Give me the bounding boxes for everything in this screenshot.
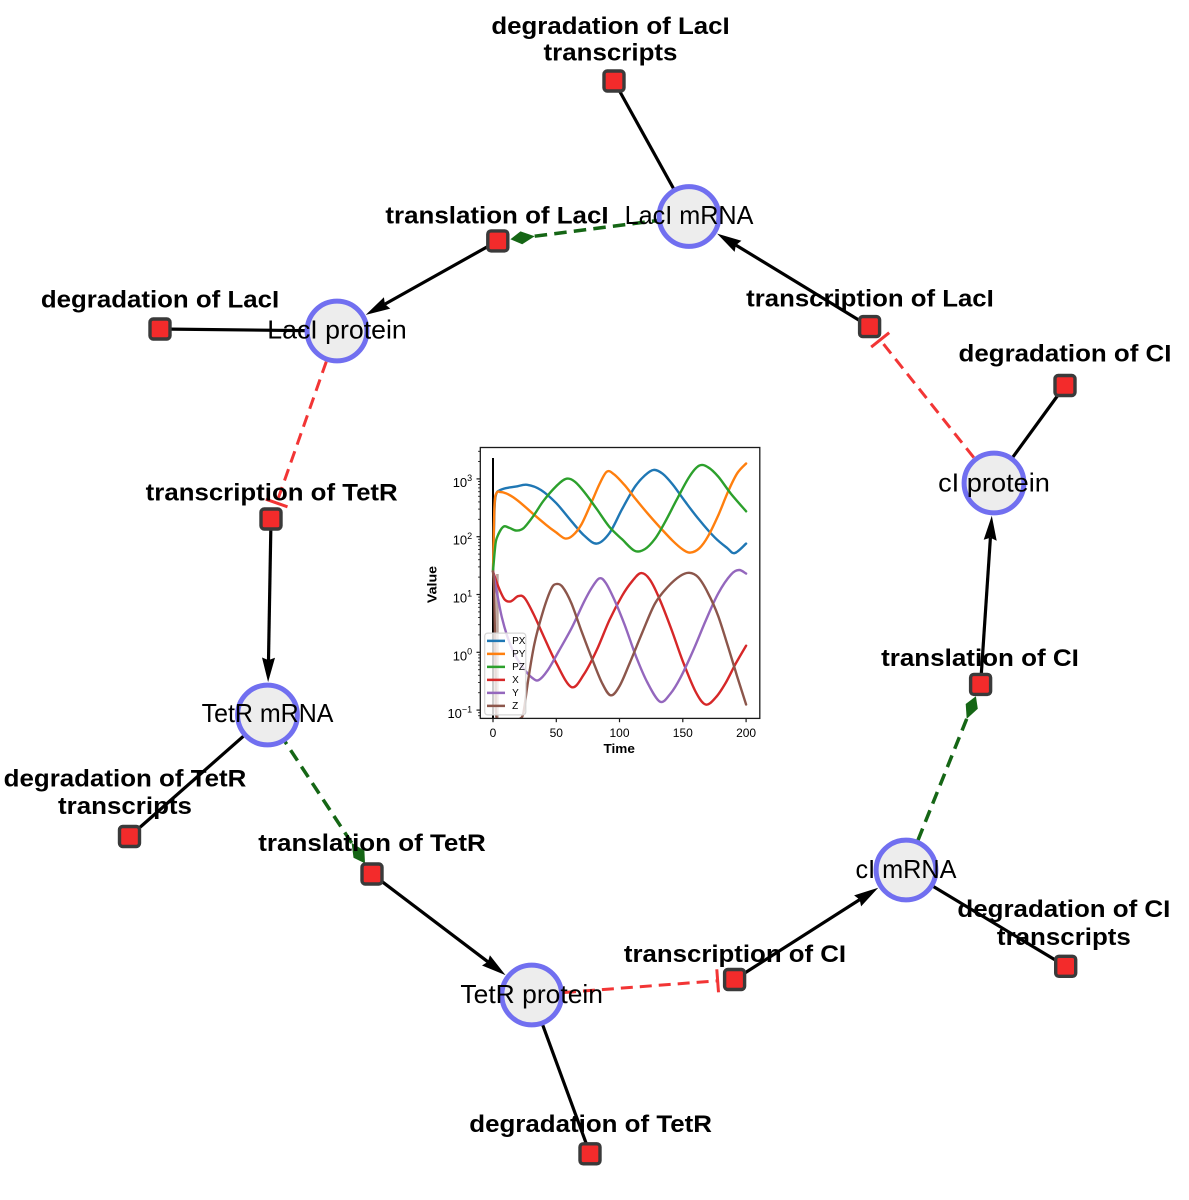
svg-text:10−1: 10−1 [447,704,472,721]
svg-text:200: 200 [736,726,756,740]
svg-text:Y: Y [512,688,519,699]
svg-text:transcripts: transcripts [58,794,192,820]
svg-text:TetR mRNA: TetR mRNA [202,700,335,728]
svg-text:translation of CI: translation of CI [881,646,1079,672]
svg-text:transcription of CI: transcription of CI [624,942,846,968]
svg-text:degradation of TetR: degradation of TetR [4,767,247,793]
svg-text:degradation of LacI: degradation of LacI [41,287,279,313]
svg-text:translation of LacI: translation of LacI [385,204,608,230]
svg-text:translation of TetR: translation of TetR [258,831,486,857]
svg-text:X: X [512,675,519,686]
svg-text:transcripts: transcripts [997,925,1131,951]
svg-text:degradation of LacI: degradation of LacI [491,14,729,40]
svg-text:103: 103 [453,473,472,490]
svg-text:transcription of TetR: transcription of TetR [146,480,398,506]
svg-text:PX: PX [512,636,526,647]
svg-text:Value: Value [426,566,440,603]
svg-text:PZ: PZ [512,662,525,673]
svg-text:102: 102 [453,531,472,548]
svg-text:degradation of CI: degradation of CI [959,342,1172,368]
svg-text:LacI protein: LacI protein [267,317,407,345]
svg-text:LacI mRNA: LacI mRNA [625,202,755,230]
svg-text:150: 150 [673,726,693,740]
svg-text:transcripts: transcripts [544,41,678,67]
svg-text:100: 100 [609,726,629,740]
svg-text:transcription of LacI: transcription of LacI [746,286,994,312]
svg-text:TetR protein: TetR protein [460,981,603,1009]
svg-text:cI protein: cI protein [938,470,1050,498]
svg-text:0: 0 [490,726,497,740]
svg-text:50: 50 [550,726,564,740]
svg-text:degradation of CI: degradation of CI [957,897,1170,923]
svg-text:Time: Time [604,742,635,756]
svg-text:degradation of TetR: degradation of TetR [469,1112,712,1138]
svg-text:101: 101 [453,589,472,606]
svg-text:PY: PY [512,649,526,660]
svg-text:Z: Z [512,701,518,712]
svg-text:cI mRNA: cI mRNA [855,856,957,884]
svg-text:100: 100 [453,647,472,664]
